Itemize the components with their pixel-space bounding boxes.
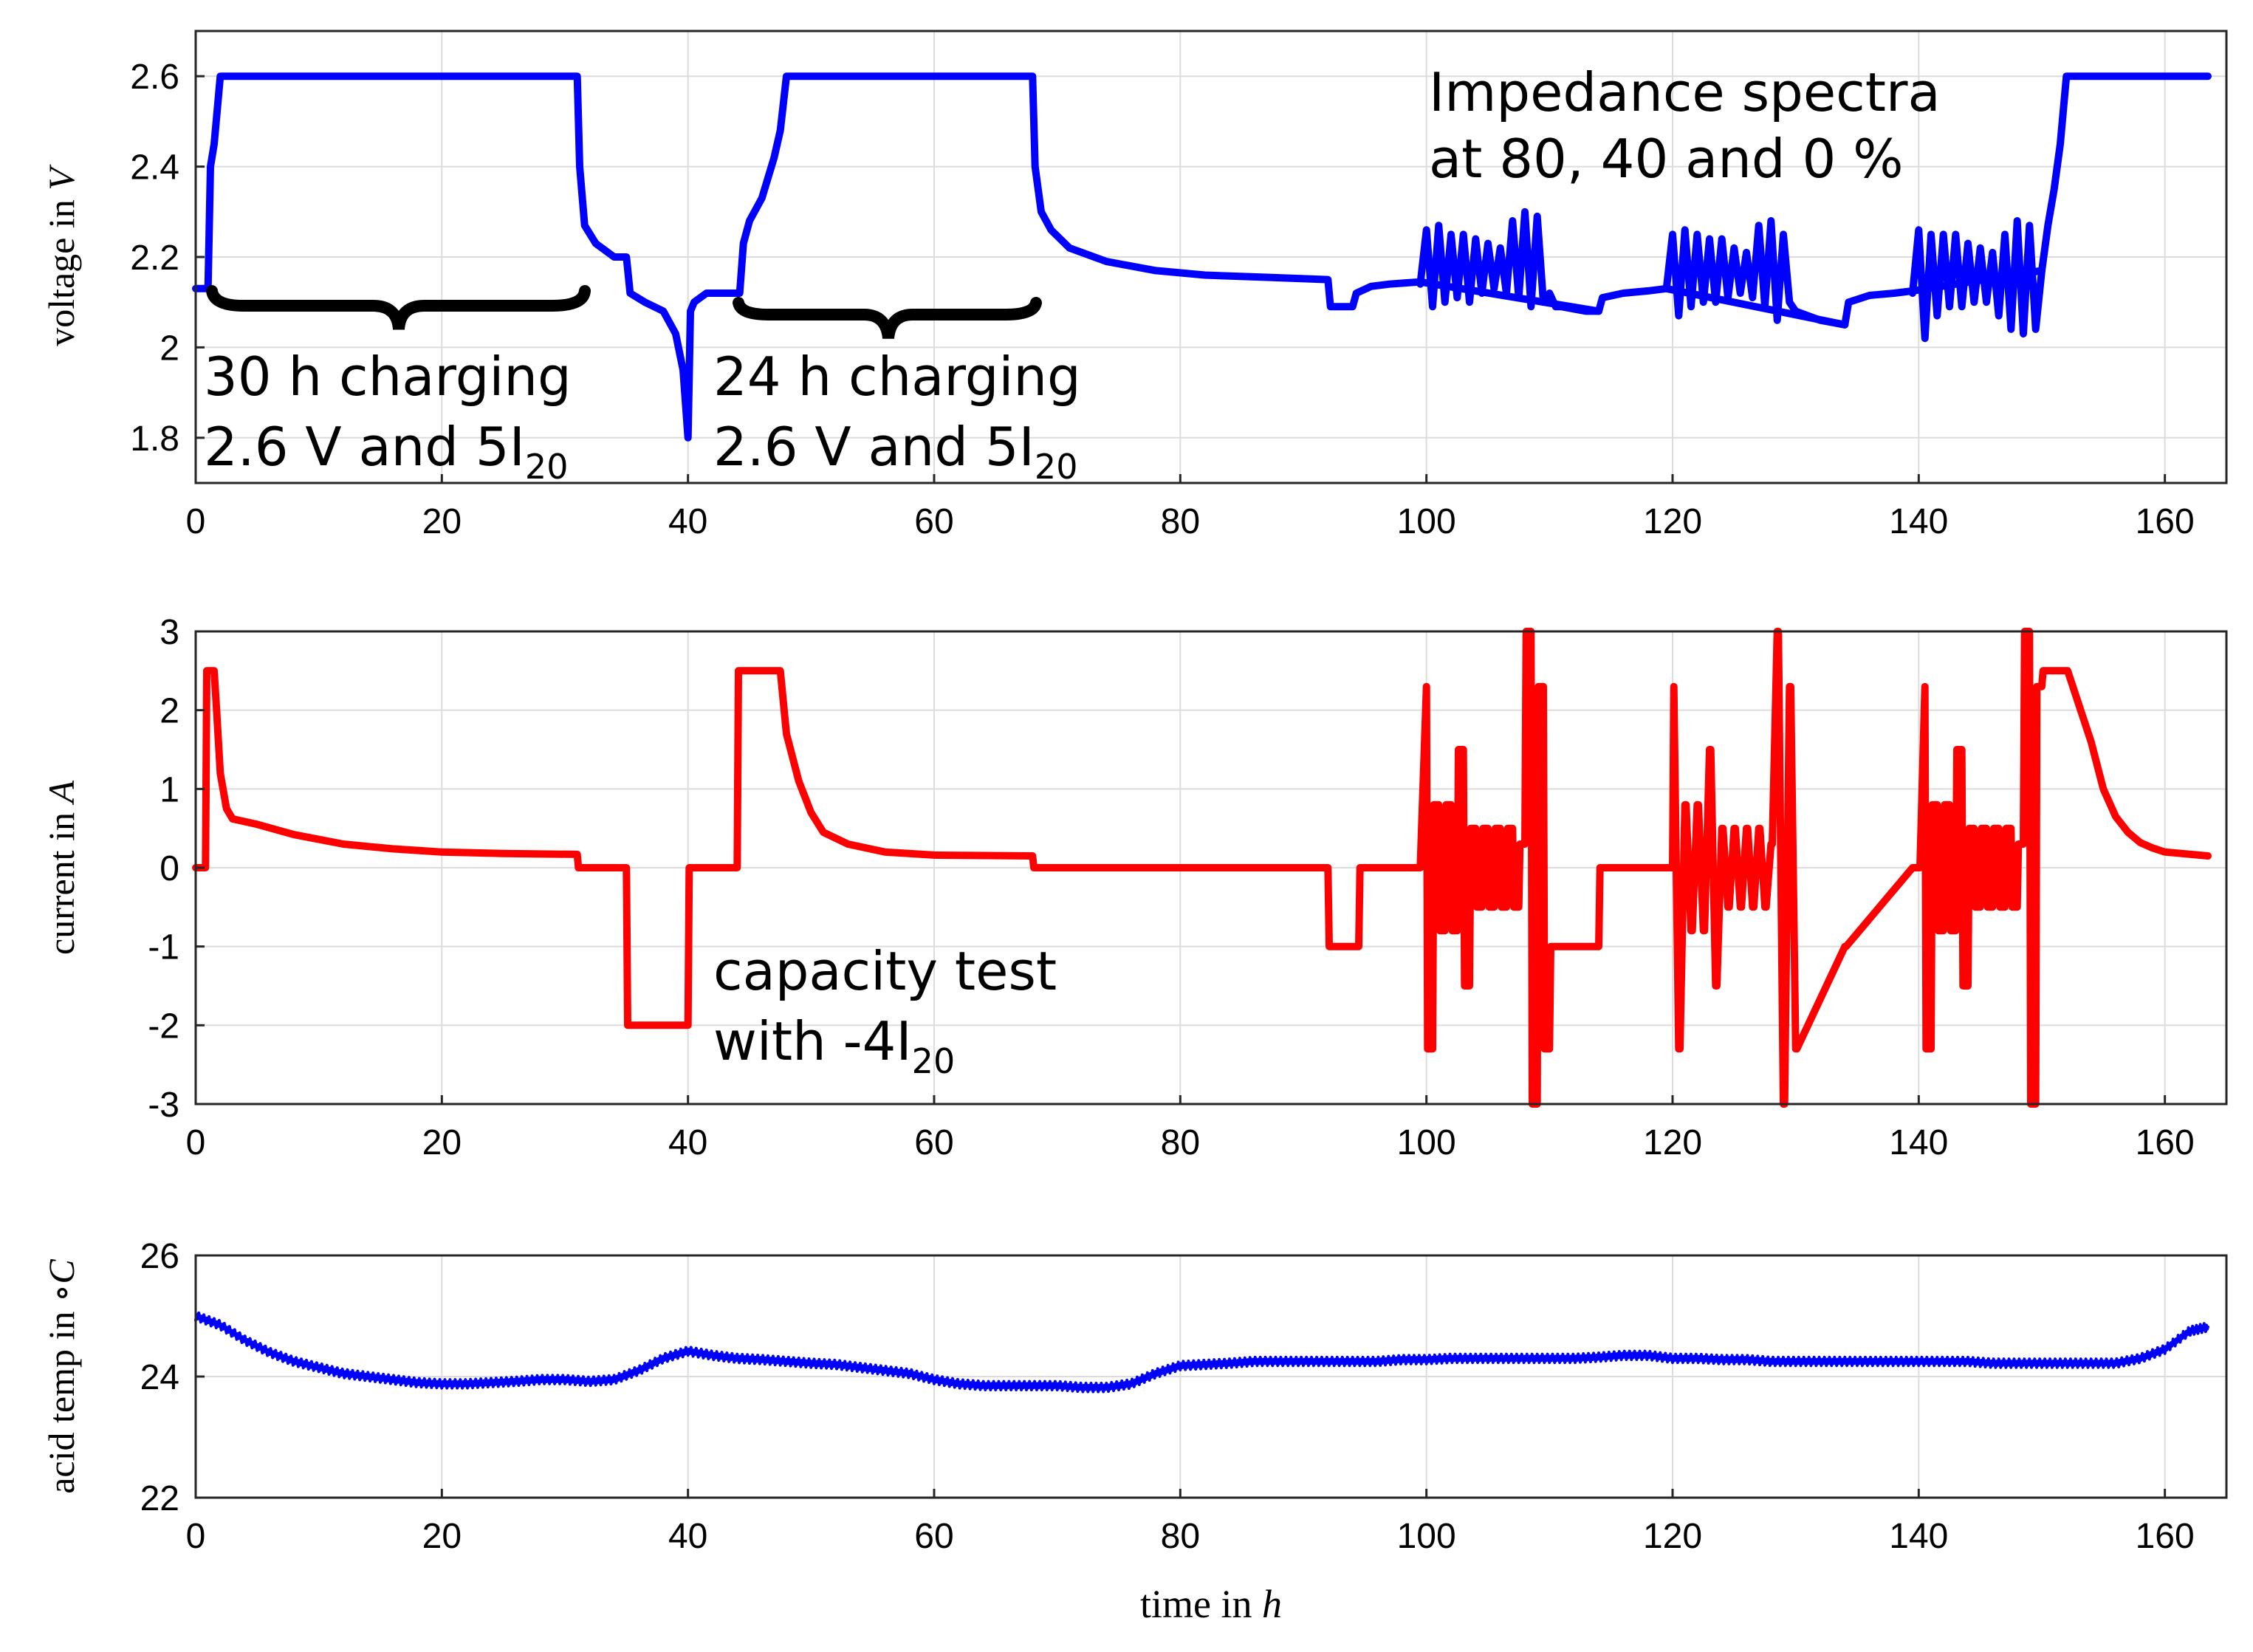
voltage-ylabel: voltage in V bbox=[41, 164, 82, 346]
current-ytick-label: 2 bbox=[160, 692, 179, 731]
voltage-xtick-label: 40 bbox=[668, 502, 707, 541]
annotation-charging-1-line1: 30 h charging bbox=[204, 346, 572, 408]
temperature-xtick-label: 0 bbox=[186, 1517, 206, 1556]
temperature-xtick-label: 60 bbox=[914, 1517, 953, 1556]
voltage-xtick-label: 100 bbox=[1397, 502, 1456, 541]
temperature-xtick-label: 160 bbox=[2136, 1517, 2195, 1556]
current-xtick-label: 100 bbox=[1397, 1123, 1456, 1162]
temperature-line-0 bbox=[194, 1311, 2209, 1394]
current-xtick-label: 60 bbox=[914, 1123, 953, 1162]
current-xtick-label: 120 bbox=[1643, 1123, 1702, 1162]
voltage-line-1 bbox=[1416, 208, 1602, 315]
voltage-grid bbox=[195, 31, 2226, 483]
voltage-panel: 0 20 40 60 80 100 120 140 160 1.8 2 2.2 2.4 2.6 volta… bbox=[41, 30, 2228, 541]
current-xtick-label: 0 bbox=[186, 1123, 206, 1162]
temperature-panel: 0 20 40 60 80 100 120 140 160 22 24 26 acid temp in… bbox=[41, 1237, 2228, 1626]
temperature-ytick-label: 22 bbox=[140, 1479, 179, 1518]
voltage-xtick-label: 120 bbox=[1643, 502, 1702, 541]
current-line-0 bbox=[192, 628, 2212, 1108]
current-xtick-label: 160 bbox=[2136, 1123, 2195, 1162]
voltage-series bbox=[192, 72, 2212, 442]
current-ytick-label: -3 bbox=[148, 1086, 179, 1125]
temperature-xtick-label: 120 bbox=[1643, 1517, 1702, 1556]
current-ticks: 0 20 40 60 80 100 120 140 160 -3 -2 -1 0 1 2 3 bbox=[148, 613, 2194, 1162]
current-xtick-label: 40 bbox=[668, 1123, 707, 1162]
voltage-line-3 bbox=[1909, 217, 2045, 343]
current-series bbox=[192, 628, 2212, 1108]
voltage-xtick-label: 0 bbox=[186, 502, 206, 541]
annotation-impedance-line1: Impedance spectra bbox=[1429, 61, 1941, 123]
brace-charging-2 bbox=[733, 297, 1042, 340]
voltage-line-0 bbox=[192, 72, 2212, 442]
current-ytick-label: -1 bbox=[148, 928, 179, 967]
voltage-xtick-label: 80 bbox=[1161, 502, 1200, 541]
voltage-ytick-label: 2.4 bbox=[130, 148, 179, 188]
voltage-ytick-label: 2.6 bbox=[130, 58, 179, 97]
temperature-ticks: 0 20 40 60 80 100 120 140 160 22 24 26 bbox=[140, 1237, 2195, 1556]
voltage-ytick-label: 1.8 bbox=[130, 419, 179, 459]
voltage-xtick-label: 20 bbox=[422, 502, 462, 541]
temperature-xtick-label: 40 bbox=[668, 1517, 707, 1556]
current-xtick-label: 80 bbox=[1161, 1123, 1200, 1162]
temperature-ytick-label: 26 bbox=[140, 1237, 179, 1276]
current-xtick-label: 140 bbox=[1889, 1123, 1948, 1162]
annotation-charging-1-line2: 2.6 V and 5I20 bbox=[204, 416, 568, 487]
current-ytick-label: 0 bbox=[160, 849, 179, 888]
temperature-xtick-label: 100 bbox=[1397, 1517, 1456, 1556]
voltage-ytick-label: 2.2 bbox=[130, 239, 179, 278]
current-xtick-label: 20 bbox=[422, 1123, 462, 1162]
temperature-xtick-label: 20 bbox=[422, 1517, 462, 1556]
annotation-capacity-line1: capacity test bbox=[713, 940, 1057, 1002]
temperature-xtick-label: 140 bbox=[1889, 1517, 1948, 1556]
temperature-series bbox=[194, 1311, 2209, 1394]
temperature-ylabel: acid temp in ∘C bbox=[41, 1259, 82, 1494]
annotation-capacity-line2: with -4I20 bbox=[713, 1010, 955, 1081]
temperature-xlabel: time in h bbox=[1140, 1582, 1282, 1626]
current-ylabel: current in A bbox=[41, 781, 82, 955]
voltage-ytick-label: 2 bbox=[160, 329, 179, 368]
annotation-impedance-line2: at 80, 40 and 0 % bbox=[1429, 128, 1904, 190]
voltage-line-2 bbox=[1662, 217, 1849, 329]
annotation-charging-2-line1: 24 h charging bbox=[713, 346, 1081, 408]
current-ytick-label: 1 bbox=[160, 770, 179, 809]
voltage-xtick-label: 60 bbox=[914, 502, 953, 541]
temperature-ytick-label: 24 bbox=[140, 1358, 179, 1397]
voltage-ticks: 0 20 40 60 80 100 120 140 160 1.8 2 2.2 2.4 2.6 bbox=[130, 58, 2194, 541]
current-ytick-label: -2 bbox=[148, 1007, 179, 1046]
temperature-xtick-label: 80 bbox=[1161, 1517, 1200, 1556]
current-panel: 0 20 40 60 80 100 120 140 160 -3 -2 -1 0 1 2 3 current … bbox=[41, 613, 2228, 1162]
voltage-xtick-label: 140 bbox=[1889, 502, 1948, 541]
brace-charging-1 bbox=[206, 285, 591, 330]
voltage-xtick-label: 160 bbox=[2136, 502, 2195, 541]
annotation-charging-2-line2: 2.6 V and 5I20 bbox=[713, 416, 1077, 487]
current-ytick-label: 3 bbox=[160, 613, 179, 652]
